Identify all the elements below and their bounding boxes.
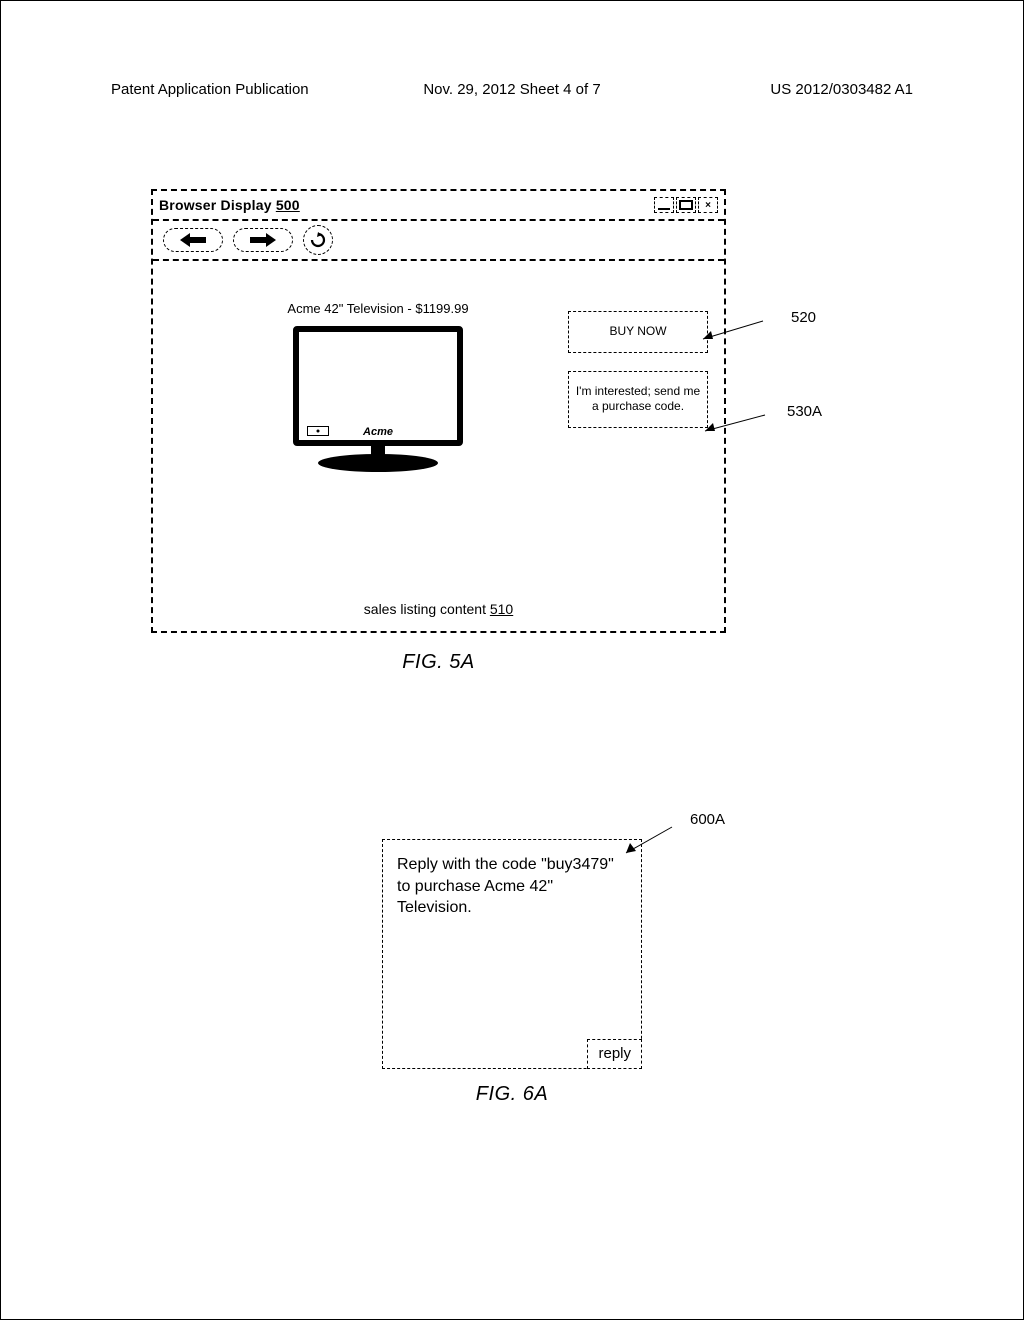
header-right: US 2012/0303482 A1 bbox=[770, 81, 913, 98]
callout-600a: 600A bbox=[690, 811, 725, 828]
buy-now-button[interactable]: BUY NOW bbox=[568, 311, 708, 353]
reload-button[interactable] bbox=[303, 225, 333, 255]
tv-illustration: Acme bbox=[293, 326, 463, 446]
sms-message-box: Reply with the code "buy3479" to purchas… bbox=[382, 839, 642, 1069]
header-middle: Nov. 29, 2012 Sheet 4 of 7 bbox=[423, 81, 600, 98]
figure-5a-caption: FIG. 5A bbox=[151, 651, 726, 674]
browser-title-ref: 500 bbox=[276, 197, 300, 213]
header-left: Patent Application Publication bbox=[111, 81, 309, 98]
reload-icon bbox=[310, 232, 326, 248]
figure-5a: Browser Display 500 × bbox=[151, 189, 851, 674]
sales-listing-caption: sales listing content 510 bbox=[153, 601, 724, 617]
arrow-right-icon bbox=[250, 233, 276, 247]
interested-label: I'm interested; send me a purchase code. bbox=[576, 384, 700, 414]
close-button[interactable]: × bbox=[698, 197, 718, 213]
product-listing: Acme 42" Television - $1199.99 Acme bbox=[253, 301, 503, 472]
arrow-left-icon bbox=[180, 233, 206, 247]
browser-window: Browser Display 500 × bbox=[151, 189, 726, 633]
reply-button[interactable]: reply bbox=[587, 1039, 642, 1069]
tv-base bbox=[318, 454, 438, 472]
browser-title: Browser Display 500 bbox=[159, 197, 300, 213]
product-title: Acme 42" Television - $1199.99 bbox=[253, 301, 503, 316]
minimize-button[interactable] bbox=[654, 197, 674, 213]
back-button[interactable] bbox=[163, 228, 223, 252]
sales-listing-ref: 510 bbox=[490, 601, 513, 617]
figure-6a-caption: FIG. 6A bbox=[476, 1083, 548, 1106]
forward-button[interactable] bbox=[233, 228, 293, 252]
figure-6a: 600A Reply with the code "buy3479" to pu… bbox=[1, 811, 1023, 1106]
leader-520 bbox=[703, 317, 793, 341]
browser-content: Acme 42" Television - $1199.99 Acme BUY … bbox=[153, 261, 724, 631]
maximize-button[interactable] bbox=[676, 197, 696, 213]
window-controls: × bbox=[654, 197, 718, 213]
page-header: Patent Application Publication Nov. 29, … bbox=[1, 81, 1023, 98]
tv-brand-label: Acme bbox=[299, 426, 457, 438]
patent-page: Patent Application Publication Nov. 29, … bbox=[0, 0, 1024, 1320]
sales-listing-label: sales listing content bbox=[364, 601, 486, 617]
interested-button[interactable]: I'm interested; send me a purchase code. bbox=[568, 371, 708, 428]
action-buttons: BUY NOW I'm interested; send me a purcha… bbox=[568, 311, 708, 428]
buy-now-label: BUY NOW bbox=[609, 324, 666, 338]
sms-message-text: Reply with the code "buy3479" to purchas… bbox=[397, 856, 614, 916]
leader-530a bbox=[705, 413, 795, 433]
browser-titlebar: Browser Display 500 × bbox=[153, 191, 724, 221]
callout-530a: 530A bbox=[787, 403, 822, 420]
browser-title-label: Browser Display bbox=[159, 197, 272, 213]
callout-520: 520 bbox=[791, 309, 816, 326]
browser-navbar bbox=[153, 221, 724, 261]
